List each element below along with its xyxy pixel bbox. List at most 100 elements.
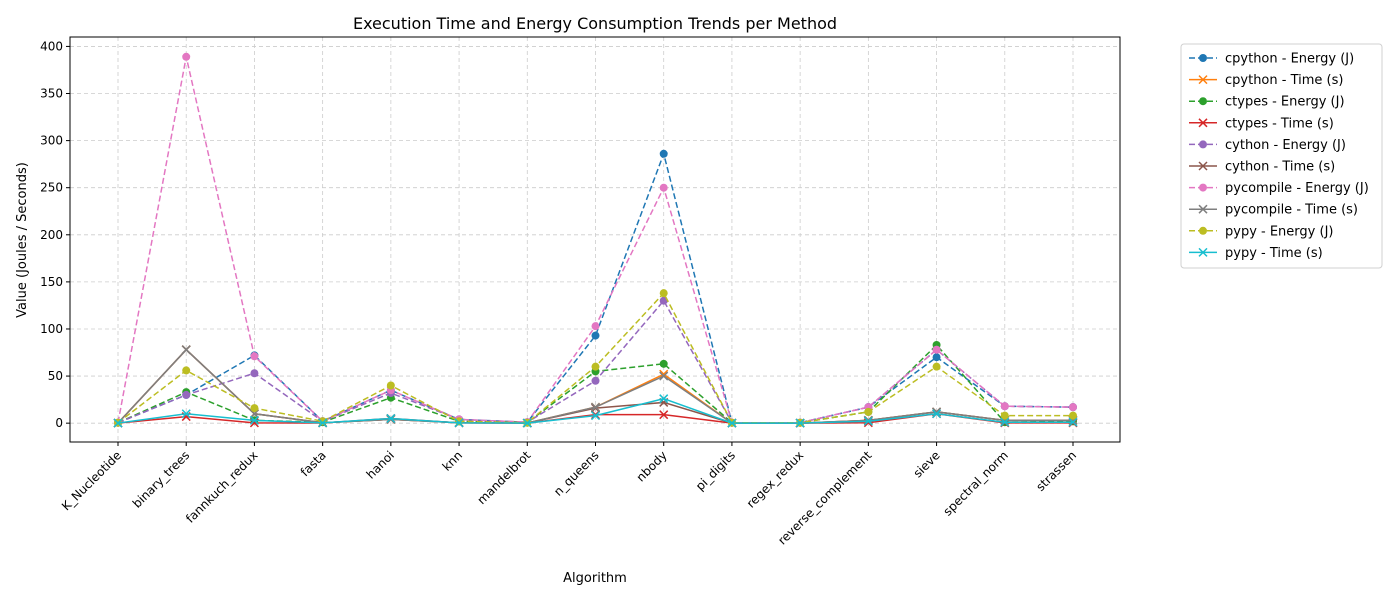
data-point bbox=[795, 418, 805, 428]
data-point bbox=[318, 418, 328, 428]
y-tick-label: 400 bbox=[40, 39, 63, 53]
data-point bbox=[250, 404, 259, 413]
legend-entry: pypy - Energy (J) bbox=[1189, 224, 1333, 239]
legend-marker bbox=[1198, 161, 1208, 171]
legend-label: cpython - Time (s) bbox=[1225, 73, 1343, 88]
legend-entry: pypy - Time (s) bbox=[1189, 246, 1323, 261]
data-point bbox=[590, 402, 601, 412]
y-tick-label: 150 bbox=[40, 275, 63, 289]
x-tick-label: hanoi bbox=[364, 448, 397, 481]
data-point bbox=[864, 407, 873, 416]
data-point bbox=[659, 371, 669, 381]
x-tick-label: n_queens bbox=[551, 448, 602, 499]
legend-marker bbox=[1199, 140, 1207, 149]
legend-marker bbox=[1199, 54, 1207, 62]
data-point bbox=[932, 353, 941, 362]
data-point bbox=[1068, 417, 1078, 427]
legend-label: cython - Time (s) bbox=[1225, 160, 1335, 175]
series-8 bbox=[114, 289, 1077, 427]
data-point bbox=[590, 411, 601, 421]
x-tick-label: fannkuch_redux bbox=[183, 448, 260, 525]
data-point bbox=[181, 409, 191, 419]
legend-entry: pycompile - Energy (J) bbox=[1189, 181, 1369, 196]
legend-frame bbox=[1180, 43, 1383, 269]
grid-lines bbox=[70, 37, 1120, 442]
legend-entry: pycompile - Time (s) bbox=[1189, 203, 1358, 218]
data-point bbox=[113, 418, 123, 428]
data-point bbox=[659, 359, 668, 368]
series-9 bbox=[113, 394, 1078, 428]
data-point bbox=[386, 381, 395, 390]
data-point bbox=[1000, 417, 1010, 427]
legend-marker bbox=[1198, 204, 1208, 214]
data-point bbox=[932, 362, 941, 371]
x-tick-label: K_Nucleotide bbox=[59, 448, 124, 513]
x-tick-label: fasta bbox=[298, 448, 329, 479]
legend-entry: ctypes - Time (s) bbox=[1189, 116, 1334, 131]
x-tick-label: regex_redux bbox=[744, 448, 806, 510]
data-point bbox=[932, 409, 942, 419]
legend-marker bbox=[1199, 226, 1207, 235]
legend-label: cython - Energy (J) bbox=[1225, 138, 1346, 153]
legend-marker bbox=[1198, 118, 1208, 128]
legend-marker bbox=[1198, 75, 1208, 85]
legend-entry: cython - Energy (J) bbox=[1189, 138, 1346, 153]
data-point bbox=[659, 183, 668, 192]
legend-label: cpython - Energy (J) bbox=[1225, 52, 1354, 67]
data-point bbox=[454, 418, 464, 428]
data-point bbox=[727, 418, 737, 428]
legend: cpython - Energy (J) cpython - Time (s) ct… bbox=[1180, 43, 1383, 269]
chart-title: Execution Time and Energy Consumption Tr… bbox=[353, 14, 837, 33]
legend-label: pycompile - Time (s) bbox=[1225, 203, 1358, 218]
data-point bbox=[455, 417, 464, 426]
x-tick-label: strassen bbox=[1033, 448, 1079, 494]
data-point bbox=[1000, 402, 1009, 411]
x-tick-label: knn bbox=[440, 448, 466, 474]
legend-entry: ctypes - Energy (J) bbox=[1189, 95, 1345, 110]
data-point bbox=[182, 52, 191, 61]
data-point bbox=[182, 366, 191, 375]
plot-series bbox=[113, 52, 1078, 428]
y-tick-label: 200 bbox=[40, 228, 63, 242]
x-tick-label: binary_trees bbox=[130, 448, 192, 510]
legend-marker bbox=[1199, 97, 1207, 106]
data-point bbox=[659, 289, 668, 298]
data-point bbox=[863, 416, 873, 426]
data-point bbox=[182, 390, 191, 399]
data-point bbox=[249, 409, 259, 419]
data-point bbox=[1000, 411, 1009, 420]
x-tick-label: sieve bbox=[911, 448, 943, 480]
data-point bbox=[250, 352, 259, 361]
legend-label: ctypes - Energy (J) bbox=[1225, 95, 1345, 110]
x-tick-label: pi_digits bbox=[693, 448, 738, 493]
data-point bbox=[181, 345, 191, 355]
data-point bbox=[1069, 403, 1077, 412]
x-tick-label: nbody bbox=[634, 448, 670, 484]
y-axis-label: Value (Joules / Seconds) bbox=[15, 162, 30, 318]
data-point bbox=[591, 376, 600, 385]
series-line bbox=[117, 151, 1074, 424]
legend-marker bbox=[1198, 247, 1208, 257]
legend-entry: cython - Time (s) bbox=[1189, 160, 1335, 175]
data-point bbox=[659, 410, 669, 420]
data-point bbox=[932, 345, 941, 354]
y-tick-label: 50 bbox=[48, 369, 63, 383]
x-axis-label: Algorithm bbox=[563, 571, 627, 586]
legend-label: pycompile - Energy (J) bbox=[1225, 181, 1369, 196]
data-point bbox=[659, 296, 668, 305]
legend-entry: cpython - Energy (J) bbox=[1189, 52, 1354, 67]
data-point bbox=[1069, 411, 1077, 420]
legend-marker bbox=[1199, 183, 1207, 192]
data-point bbox=[318, 417, 327, 426]
y-tick-label: 300 bbox=[40, 134, 63, 148]
x-tick-label: mandelbrot bbox=[474, 448, 533, 507]
data-point bbox=[250, 369, 259, 378]
y-tick-label: 100 bbox=[40, 322, 63, 336]
data-point bbox=[522, 418, 532, 428]
y-axis: 0 50 100 150 200 250 300 350 400 bbox=[40, 39, 70, 430]
data-point bbox=[659, 394, 669, 404]
data-point bbox=[386, 413, 396, 423]
data-point bbox=[591, 362, 600, 371]
